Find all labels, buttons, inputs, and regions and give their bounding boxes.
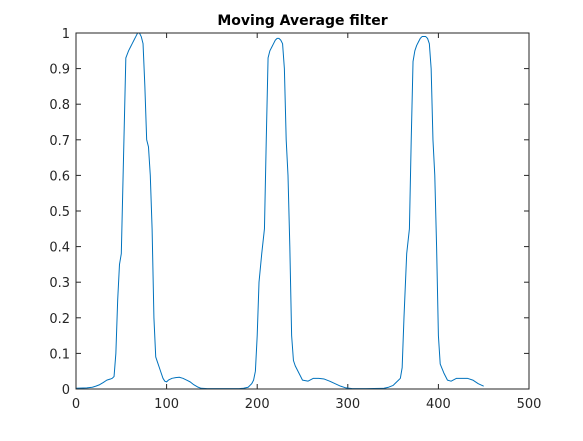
x-tick-label: 0 xyxy=(72,397,80,412)
y-tick-label: 0 xyxy=(62,383,70,398)
y-tick-label: 0.6 xyxy=(49,169,70,184)
y-tick-label: 0.8 xyxy=(49,98,70,113)
y-tick-label: 0.4 xyxy=(49,241,70,256)
x-tick-label: 500 xyxy=(517,397,542,412)
axis-ticks: 0 100 200 300 400 500 0 0.1 0.2 0.3 0.4 0.5 0.6 0.7 0.… xyxy=(49,27,541,412)
y-tick-label: 0.2 xyxy=(49,312,70,327)
x-tick-label: 200 xyxy=(245,397,270,412)
y-tick-label: 0.1 xyxy=(49,347,70,362)
chart-title: Moving Average filter xyxy=(217,13,387,29)
axes-frame xyxy=(75,32,530,390)
y-tick-label: 0.3 xyxy=(49,276,70,291)
y-tick-label: 0.7 xyxy=(49,134,70,149)
y-tick-label: 0.9 xyxy=(49,63,70,78)
x-tick-label: 400 xyxy=(426,397,451,412)
y-tick-label: 1 xyxy=(62,27,70,42)
plot-area xyxy=(76,33,529,389)
y-tick-label: 0.5 xyxy=(49,205,70,220)
x-tick-label: 300 xyxy=(335,397,360,412)
x-tick-label: 100 xyxy=(154,397,179,412)
